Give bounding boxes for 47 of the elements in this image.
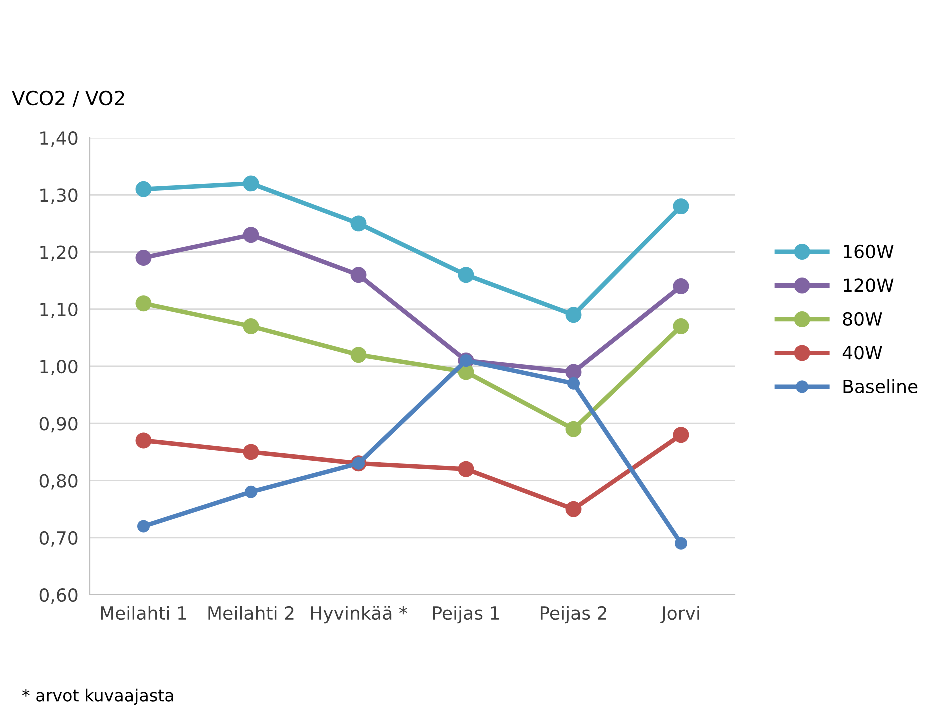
point bbox=[136, 432, 152, 449]
point bbox=[350, 347, 367, 364]
y-tick-label: 0,80 bbox=[40, 474, 78, 490]
point bbox=[458, 267, 474, 284]
y-tick-label: 1,10 bbox=[40, 302, 78, 318]
point bbox=[136, 250, 152, 266]
legend-label: 120W bbox=[844, 278, 894, 292]
point bbox=[136, 181, 152, 198]
legend-label: 160W bbox=[844, 244, 894, 259]
point bbox=[566, 501, 582, 518]
point bbox=[566, 364, 582, 380]
x-tick-label: Jorvi bbox=[660, 606, 700, 624]
y-tick-label: 0,70 bbox=[40, 531, 78, 547]
x-tick-label: Hyvinkää * bbox=[311, 606, 408, 624]
point bbox=[136, 296, 152, 312]
y-tick-label: 1,20 bbox=[40, 246, 78, 262]
point bbox=[243, 227, 260, 244]
text: * arvot kuvaajasta bbox=[22, 688, 174, 706]
point bbox=[566, 307, 582, 324]
point bbox=[245, 486, 258, 498]
y-tick-label: 1,40 bbox=[40, 131, 78, 147]
x-tick-label: Meilahti 1 bbox=[101, 606, 186, 620]
point bbox=[568, 377, 580, 390]
y-tick-label: 1,00 bbox=[40, 360, 78, 376]
x-tick-label: Meilahti 2 bbox=[208, 606, 294, 620]
point bbox=[566, 421, 582, 438]
point bbox=[350, 267, 367, 284]
point bbox=[458, 461, 474, 478]
point bbox=[673, 278, 690, 295]
point bbox=[243, 176, 260, 192]
point bbox=[675, 537, 688, 550]
y-tick-label: 1,30 bbox=[40, 188, 78, 204]
y-tick-label: 0,60 bbox=[40, 588, 78, 604]
x-tick-label: Peijas 2 bbox=[540, 606, 606, 624]
legend-label: Baseline bbox=[844, 380, 918, 394]
point bbox=[350, 216, 367, 232]
legend-label: 40W bbox=[842, 346, 882, 360]
point bbox=[673, 318, 690, 334]
y-tick-label: 0,90 bbox=[40, 417, 78, 433]
point bbox=[243, 318, 260, 334]
point bbox=[673, 198, 690, 215]
legend-label: 80W bbox=[843, 312, 882, 326]
x-tick-label: Peijas 1 bbox=[433, 606, 500, 624]
point bbox=[243, 444, 260, 460]
y-axis-title: VCO2 / VO2 bbox=[12, 90, 124, 108]
point bbox=[673, 427, 690, 444]
point bbox=[138, 520, 150, 533]
